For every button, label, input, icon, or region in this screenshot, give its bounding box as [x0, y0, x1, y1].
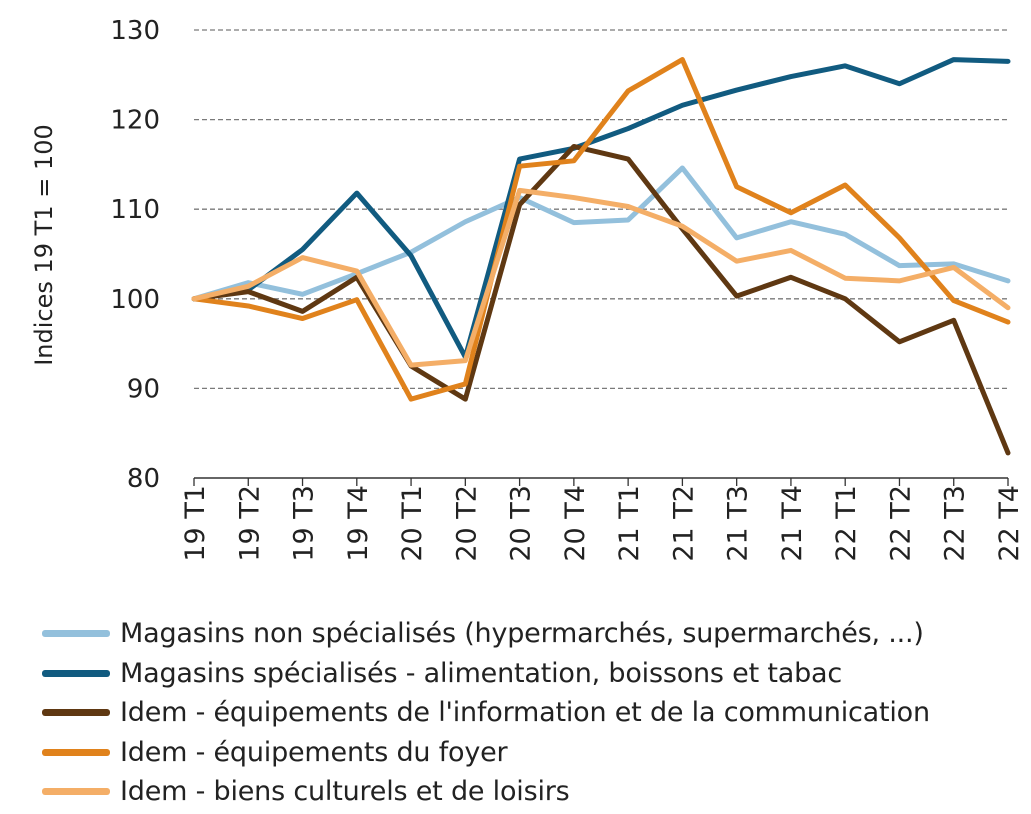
x-tick-label: 19 T3: [289, 485, 320, 562]
chart-legend: Magasins non spécialisés (hypermarchés, …: [42, 614, 930, 812]
y-axis-label: Indices 19 T1 = 100: [30, 124, 58, 366]
series-line-1: [191, 165, 1011, 302]
x-tick-label: 21 T4: [777, 485, 808, 562]
x-tick-label: 19 T1: [180, 485, 211, 562]
legend-swatch: [42, 669, 110, 677]
legend-swatch: [42, 630, 110, 638]
x-tick-label: 20 T4: [560, 485, 591, 562]
x-tick-label: 19 T4: [343, 485, 374, 562]
x-tick-label: 22 T2: [885, 485, 916, 562]
legend-item: Idem - équipements du foyer: [42, 733, 930, 773]
x-tick-label: 21 T2: [668, 485, 699, 562]
legend-item: Magasins non spécialisés (hypermarchés, …: [42, 614, 930, 654]
legend-item: Idem - équipements de l'information et d…: [42, 693, 930, 733]
x-tick-label: 19 T2: [234, 485, 265, 562]
series-line-5: [191, 187, 1011, 368]
y-tick-labels: 80 90 100 110 120 130: [110, 16, 160, 494]
y-tick-label: 110: [110, 195, 160, 225]
series-lines: [191, 57, 1011, 456]
x-tick-labels: 19 T1 19 T2 19 T3 19 T4 20 T1 20 T2 20 T3 20 T4…: [180, 478, 1025, 562]
legend-label: Idem - équipements de l'information et d…: [120, 697, 930, 729]
y-tick-label: 130: [110, 16, 160, 46]
legend-swatch: [42, 788, 110, 796]
legend-swatch: [42, 748, 110, 756]
series-line-4: [191, 57, 1011, 402]
series-line-2: [191, 57, 1011, 360]
x-tick-label: 22 T4: [994, 485, 1025, 562]
legend-item: Magasins spécialisés - alimentation, boi…: [42, 654, 930, 694]
legend-label: Idem - biens culturels et de loisirs: [120, 776, 570, 808]
x-tick-label: 20 T1: [397, 485, 428, 562]
x-tick-label: 20 T2: [451, 485, 482, 562]
x-tick-label: 22 T1: [831, 485, 862, 562]
y-tick-label: 80: [127, 464, 160, 494]
legend-item: Idem - biens culturels et de loisirs: [42, 772, 930, 812]
x-tick-label: 21 T3: [723, 485, 754, 562]
y-tick-label: 100: [110, 285, 160, 315]
legend-label: Magasins spécialisés - alimentation, boi…: [120, 657, 843, 689]
series-line-3: [191, 143, 1011, 456]
x-tick-label: 21 T1: [614, 485, 645, 562]
x-tick-label: 20 T3: [506, 485, 537, 562]
y-tick-label: 90: [127, 374, 160, 404]
y-tick-label: 120: [110, 106, 160, 136]
gridlines: [194, 29, 1008, 390]
legend-label: Magasins non spécialisés (hypermarchés, …: [120, 618, 924, 650]
line-chart: 80 90 100 110 120 130 19 T1 19 T2 19 T3 19 T4 20 …: [30, 16, 1025, 562]
legend-swatch: [42, 709, 110, 717]
legend-label: Idem - équipements du foyer: [120, 736, 508, 768]
x-tick-label: 22 T3: [940, 485, 971, 562]
